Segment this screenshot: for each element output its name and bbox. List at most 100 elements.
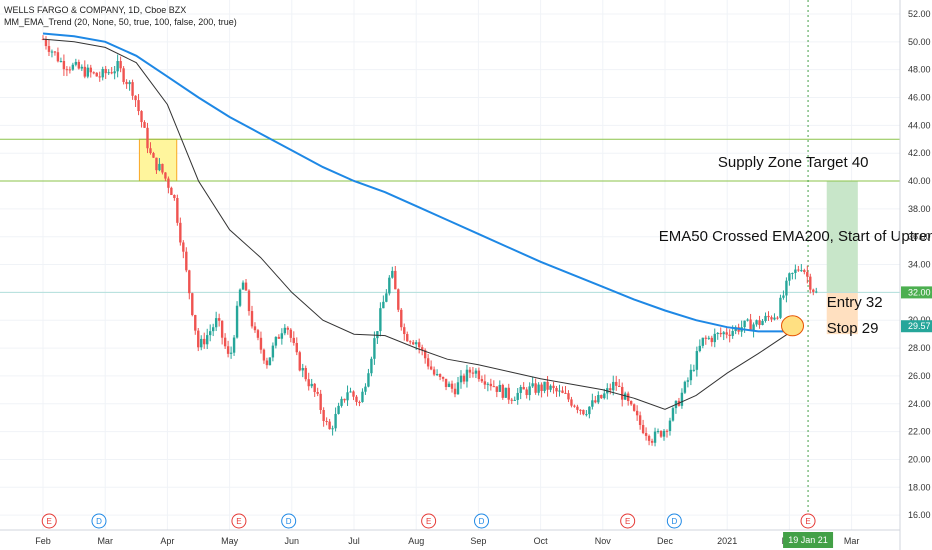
y-tick-label: 48.00 bbox=[908, 65, 931, 75]
candle-body bbox=[167, 178, 170, 188]
event-marker-circle bbox=[41, 513, 57, 529]
candle-body bbox=[152, 153, 155, 158]
earnings-marker[interactable]: E bbox=[231, 513, 247, 529]
candle-body bbox=[773, 317, 776, 320]
dividend-marker[interactable]: D bbox=[91, 513, 107, 529]
candle-body bbox=[286, 327, 290, 330]
candle-body bbox=[403, 327, 406, 335]
y-tick-label: 22.00 bbox=[908, 427, 931, 437]
y-tick-label: 38.00 bbox=[908, 204, 931, 214]
earnings-marker[interactable]: E bbox=[800, 513, 816, 529]
candle-body bbox=[56, 52, 60, 62]
candle-body bbox=[373, 338, 376, 359]
candle-body bbox=[164, 172, 167, 179]
dividend-marker[interactable]: D bbox=[474, 513, 490, 529]
dividend-marker[interactable]: D bbox=[281, 513, 297, 529]
chart-header: WELLS FARGO & COMPANY, 1D, Cboe BZX MM_E… bbox=[4, 5, 237, 27]
earnings-marker[interactable]: E bbox=[421, 513, 437, 529]
candle-body bbox=[561, 390, 564, 393]
candle-body bbox=[513, 399, 516, 401]
candle-body bbox=[501, 384, 504, 398]
event-marker-label: E bbox=[47, 517, 52, 526]
candle-body bbox=[803, 270, 806, 273]
earnings-marker[interactable]: E bbox=[41, 513, 57, 529]
candle-body bbox=[477, 370, 481, 380]
candle-body bbox=[603, 393, 606, 399]
y-tick-label: 44.00 bbox=[908, 120, 931, 130]
cursor-date-text: 19 Jan 21 bbox=[788, 535, 828, 545]
candle-body bbox=[307, 379, 310, 387]
candle-body bbox=[173, 195, 176, 199]
candle-body bbox=[238, 289, 242, 306]
supply-zone bbox=[138, 138, 178, 182]
candle-body bbox=[441, 376, 445, 379]
candle-body bbox=[600, 395, 603, 399]
candle-body bbox=[788, 273, 791, 281]
candle-body bbox=[731, 331, 734, 336]
candle-body bbox=[647, 435, 651, 441]
candle-body bbox=[546, 381, 549, 390]
candle-body bbox=[728, 334, 731, 336]
y-tick-label: 50.00 bbox=[908, 37, 931, 47]
candle-body bbox=[391, 270, 394, 278]
candle-body bbox=[525, 389, 528, 396]
candle-body bbox=[719, 332, 722, 335]
earnings-marker[interactable]: E bbox=[620, 513, 636, 529]
candle-body bbox=[214, 318, 218, 328]
candle-body bbox=[155, 157, 158, 171]
candle-body bbox=[226, 346, 230, 354]
candle-body bbox=[770, 317, 773, 320]
x-tick-label: Mar bbox=[844, 536, 860, 546]
candle-body bbox=[543, 381, 546, 391]
candle-body bbox=[337, 405, 340, 414]
candle-body bbox=[806, 272, 809, 277]
candle-body bbox=[194, 315, 197, 331]
candle-body bbox=[638, 415, 642, 425]
price-badge-text: 32.00 bbox=[908, 287, 931, 297]
candle-body bbox=[564, 392, 567, 394]
candle-body bbox=[334, 413, 337, 429]
x-tick-label: Jul bbox=[348, 536, 360, 546]
candle-body bbox=[53, 51, 57, 53]
candle-body bbox=[92, 72, 95, 74]
candle-body bbox=[292, 337, 295, 343]
candle-body bbox=[71, 64, 75, 70]
candle-body bbox=[110, 72, 113, 74]
candle-body bbox=[119, 61, 122, 69]
candle-body bbox=[582, 409, 585, 415]
annotation-text: Supply Zone Target 40 bbox=[718, 154, 869, 171]
price-badge: 32.00 bbox=[901, 286, 932, 299]
event-marker-label: D bbox=[479, 517, 485, 526]
candle-body bbox=[683, 381, 687, 393]
candles bbox=[41, 35, 818, 447]
candle-body bbox=[370, 358, 373, 374]
candle-body bbox=[247, 290, 251, 312]
candle-body bbox=[253, 326, 257, 331]
x-tick-label: Oct bbox=[534, 536, 549, 546]
candle-body bbox=[516, 392, 519, 400]
candle-body bbox=[552, 385, 555, 389]
candle-body bbox=[695, 351, 699, 370]
candle-body bbox=[65, 69, 69, 71]
candle-body bbox=[462, 375, 466, 382]
ema-short-line bbox=[42, 38, 799, 410]
candle-body bbox=[140, 111, 143, 123]
candle-body bbox=[304, 368, 307, 380]
candle-body bbox=[585, 414, 588, 416]
zones bbox=[138, 138, 858, 335]
candle-body bbox=[232, 337, 236, 353]
candle-body bbox=[244, 282, 248, 291]
candle-body bbox=[208, 331, 212, 336]
candle-body bbox=[701, 337, 705, 346]
cross-marker bbox=[781, 315, 805, 337]
chart-title: WELLS FARGO & COMPANY, 1D, Cboe BZX bbox=[4, 5, 186, 15]
candle-body bbox=[480, 379, 484, 382]
y-tick-label: 36.00 bbox=[908, 232, 931, 242]
dividend-marker[interactable]: D bbox=[666, 513, 682, 529]
candle-body bbox=[465, 369, 469, 382]
candle-body bbox=[426, 358, 430, 367]
candle-body bbox=[698, 345, 702, 352]
candle-body bbox=[576, 406, 579, 410]
candle-body bbox=[83, 66, 86, 77]
